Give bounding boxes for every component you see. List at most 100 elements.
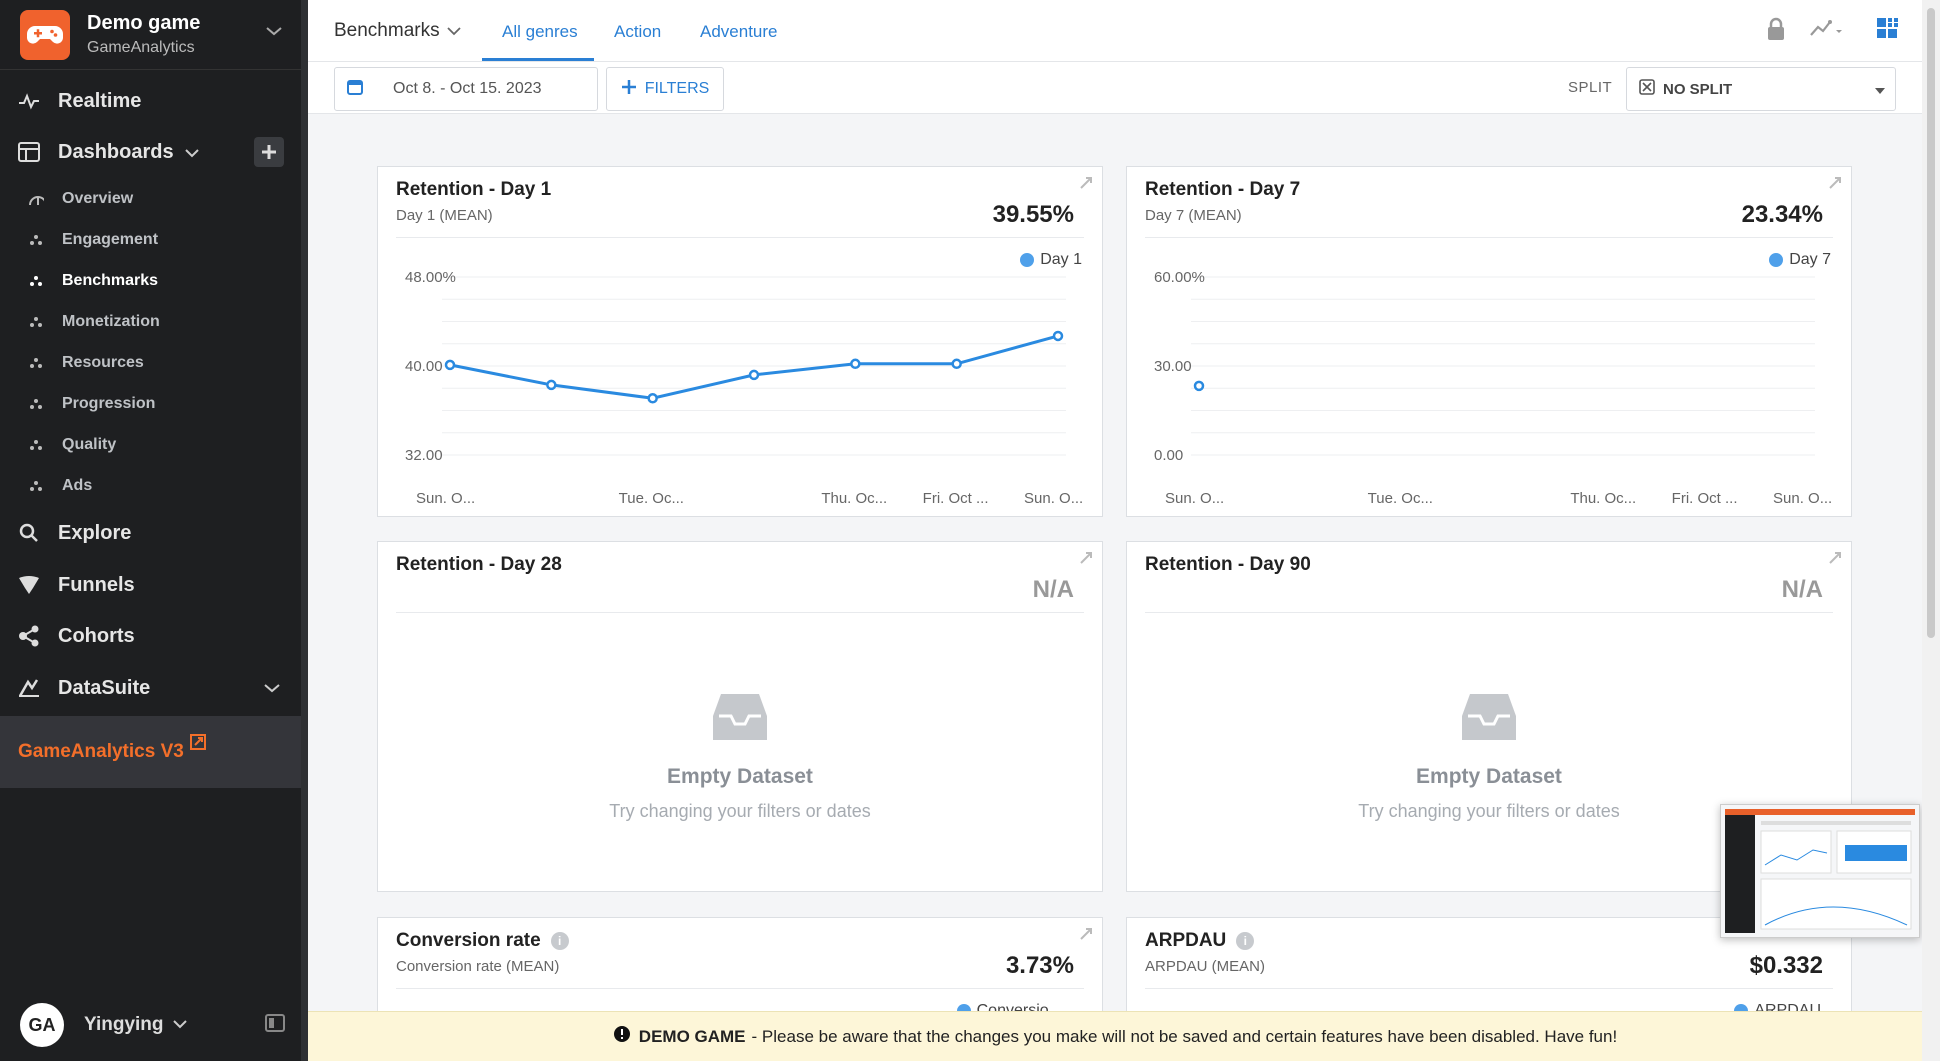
sidebar-item-overview[interactable]: Overview xyxy=(0,179,301,219)
top-bar: Benchmarks All genres Action Adventure xyxy=(308,0,1922,62)
gameanalytics-v3-link[interactable]: GameAnalytics V3 xyxy=(0,716,301,788)
user-name: Yingying xyxy=(84,1014,164,1035)
y-tick-label: 32.00 xyxy=(405,447,443,464)
split-label: SPLIT xyxy=(1568,79,1613,96)
plus-icon xyxy=(621,79,637,100)
sidebar-scrollbar[interactable] xyxy=(301,0,308,1061)
banner-text: - Please be aware that the changes you m… xyxy=(751,1026,1618,1046)
sidebar: Demo game GameAnalytics Realtime Dashboa… xyxy=(0,0,308,1061)
x-tick-label: Sun. O... xyxy=(416,490,475,507)
tab-action[interactable]: Action xyxy=(614,22,662,41)
sidebar-item-quality[interactable]: Quality xyxy=(0,425,301,465)
tab-adventure[interactable]: Adventure xyxy=(700,22,778,41)
data-point xyxy=(1193,380,1205,392)
sidebar-item-label: Resources xyxy=(62,354,144,371)
game-name: Demo game xyxy=(87,12,201,34)
y-tick-label: 48.00% xyxy=(405,269,456,286)
nav-cohorts-label: Cohorts xyxy=(58,624,135,647)
y-tick-label: 60.00% xyxy=(1154,269,1205,286)
dashboard-dots-icon xyxy=(28,437,44,453)
y-tick-label: 30.00 xyxy=(1154,358,1192,375)
empty-state: Empty Dataset Try changing your filters … xyxy=(378,692,1102,822)
card-subtitle: Day 7 (MEAN) xyxy=(1145,207,1242,224)
tab-all-genres[interactable]: All genres xyxy=(502,22,578,41)
expand-icon[interactable] xyxy=(1078,926,1094,947)
alert-icon xyxy=(613,1025,631,1048)
x-tick-label: Thu. Oc... xyxy=(1570,490,1636,507)
expand-icon[interactable] xyxy=(1078,550,1094,571)
x-tick-label: Fri. Oct ... xyxy=(1672,490,1738,507)
data-point xyxy=(647,393,658,404)
user-menu[interactable]: GA Yingying xyxy=(0,996,301,1054)
nav-funnels[interactable]: Funnels xyxy=(0,561,301,609)
lock-icon[interactable] xyxy=(1766,17,1786,46)
no-split-icon xyxy=(1639,79,1655,99)
gamepad-icon xyxy=(20,9,70,60)
empty-title: Empty Dataset xyxy=(1416,765,1562,788)
chart-legend[interactable]: Day 1 xyxy=(1020,251,1082,269)
table-icon xyxy=(16,139,42,165)
page-scrollbar-thumb[interactable] xyxy=(1927,8,1935,638)
external-link-icon xyxy=(189,734,206,756)
sidebar-item-label: Overview xyxy=(62,190,134,207)
nav-explore-label: Explore xyxy=(58,521,132,544)
date-range-picker[interactable]: Oct 8. - Oct 15. 2023 xyxy=(334,67,598,111)
thumbnail-image xyxy=(1721,805,1919,937)
caret-down-icon xyxy=(1875,81,1885,98)
expand-icon[interactable] xyxy=(1827,550,1843,571)
nav-dashboards[interactable]: Dashboards xyxy=(0,128,301,176)
info-icon[interactable]: i xyxy=(1236,932,1255,950)
data-point xyxy=(444,359,456,371)
data-point xyxy=(1052,330,1064,342)
data-point xyxy=(850,358,861,370)
x-tick-label: Tue. Oc... xyxy=(1368,490,1433,507)
split-value: NO SPLIT xyxy=(1663,80,1733,98)
empty-state: Empty Dataset Try changing your filters … xyxy=(1127,692,1851,822)
sidebar-item-engagement[interactable]: Engagement xyxy=(0,220,301,260)
retention-day1-chart: 48.00% 40.00 32.00 Sun. O... Tue. Oc... Thu. … xyxy=(405,269,1083,507)
expand-icon[interactable] xyxy=(1827,175,1843,196)
empty-subtitle: Try changing your filters or dates xyxy=(609,801,871,821)
info-icon[interactable]: i xyxy=(550,932,569,950)
collapse-sidebar-icon[interactable] xyxy=(265,1013,285,1037)
card-title-row: Conversion rate i xyxy=(396,930,569,952)
sidebar-item-ads[interactable]: Ads xyxy=(0,466,301,506)
sidebar-item-monetization[interactable]: Monetization xyxy=(0,302,301,342)
divider xyxy=(1145,237,1833,238)
avatar: GA xyxy=(20,1003,64,1047)
dashboard-dots-icon xyxy=(28,314,44,330)
sidebar-item-progression[interactable]: Progression xyxy=(0,384,301,424)
card-value: N/A xyxy=(1781,576,1823,603)
legend-label: Day 7 xyxy=(1789,251,1831,268)
gauge-icon xyxy=(28,191,44,207)
sidebar-item-label: Quality xyxy=(62,436,117,453)
card-value: N/A xyxy=(1032,576,1074,603)
add-dashboard-button[interactable] xyxy=(254,137,284,167)
x-tick-label: Sun. O... xyxy=(1024,490,1083,507)
data-point xyxy=(951,358,962,370)
game-switcher[interactable]: Demo game GameAnalytics xyxy=(0,0,301,70)
nav-explore[interactable]: Explore xyxy=(0,509,301,557)
card-title: Retention - Day 7 xyxy=(1145,179,1301,200)
y-tick-label: 0.00 xyxy=(1154,447,1183,464)
sidebar-item-resources[interactable]: Resources xyxy=(0,343,301,383)
split-select[interactable]: NO SPLIT xyxy=(1626,67,1896,111)
expand-icon[interactable] xyxy=(1078,175,1094,196)
grid-layout-icon[interactable] xyxy=(1876,17,1898,44)
chevron-down-icon xyxy=(172,1016,188,1034)
sidebar-item-benchmarks[interactable]: Benchmarks xyxy=(0,261,301,301)
filters-button[interactable]: FILTERS xyxy=(606,67,724,111)
annotations-icon[interactable] xyxy=(1810,18,1844,45)
dashboard-selector[interactable]: Benchmarks xyxy=(334,20,462,42)
inbox-icon xyxy=(1462,694,1516,740)
chevron-down-icon[interactable] xyxy=(265,24,283,42)
card-retention-day7: Retention - Day 7 Day 7 (MEAN) 23.34% Da… xyxy=(1126,166,1852,517)
active-tab-indicator xyxy=(482,58,594,61)
nav-cohorts[interactable]: Cohorts xyxy=(0,612,301,660)
nav-realtime[interactable]: Realtime xyxy=(0,77,301,125)
screenshot-thumbnail[interactable] xyxy=(1720,804,1920,938)
chart-legend[interactable]: Day 7 xyxy=(1769,251,1831,269)
nav-datasuite[interactable]: DataSuite xyxy=(0,664,301,712)
sidebar-item-label: Monetization xyxy=(62,313,160,330)
legend-label: Day 1 xyxy=(1040,251,1082,268)
